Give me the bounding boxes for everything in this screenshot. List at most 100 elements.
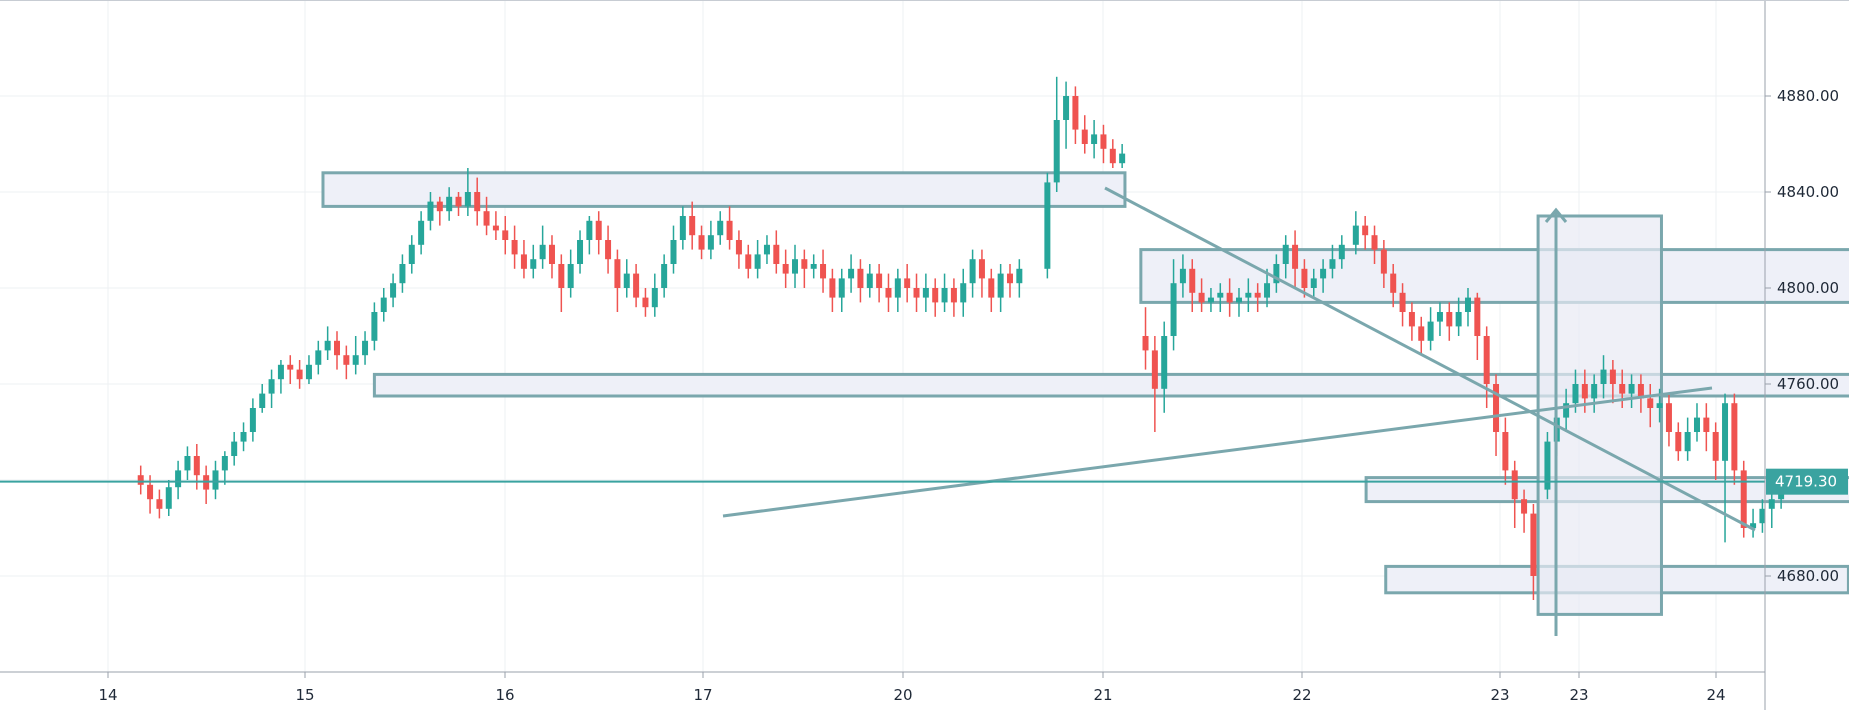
candle-body	[427, 201, 434, 221]
candle-body	[1207, 297, 1214, 303]
last-price-label: 4719.30	[1775, 473, 1837, 491]
candle-body	[950, 288, 957, 303]
candle-body	[1637, 384, 1644, 399]
candle-body	[717, 220, 724, 236]
x-tick-label: 20	[893, 686, 912, 704]
candle-body	[315, 350, 322, 365]
candle-body	[1109, 148, 1116, 164]
candle-body	[1352, 225, 1359, 245]
candle-body	[1572, 384, 1579, 404]
candle-body	[1329, 259, 1336, 269]
candle-body	[997, 273, 1004, 298]
candle-body	[1119, 153, 1126, 164]
candle-body	[1768, 499, 1775, 509]
candle-body	[352, 355, 359, 365]
y-tick-label: 4800.00	[1777, 279, 1839, 297]
candle-body	[1684, 432, 1691, 452]
candle-body	[1408, 312, 1415, 327]
candle-body	[212, 470, 219, 490]
candle-body	[1245, 292, 1252, 298]
candle-body	[623, 273, 630, 288]
candle-body	[1338, 244, 1345, 260]
candle-body	[801, 259, 808, 269]
candle-body	[221, 456, 228, 471]
candle-body	[418, 220, 425, 245]
candle-body	[838, 278, 845, 298]
candle-body	[698, 235, 705, 250]
candle-body	[1091, 134, 1098, 144]
candle-body	[1063, 96, 1070, 120]
y-tick-label: 4880.00	[1777, 87, 1839, 105]
candle-body	[904, 278, 911, 288]
candle-body	[492, 225, 499, 231]
candle-body	[1591, 384, 1598, 399]
candle-body	[1446, 312, 1453, 327]
candle-body	[707, 235, 714, 250]
candle-body	[324, 340, 331, 351]
descending-trendline	[1104, 186, 1756, 532]
candle-body	[1759, 508, 1766, 524]
candle-body	[614, 259, 621, 288]
candle-body	[1198, 292, 1205, 303]
candle-body	[1273, 264, 1280, 284]
candle-body	[1493, 384, 1500, 432]
candle-body	[857, 268, 864, 288]
candle-body	[408, 244, 415, 264]
candle-body	[1380, 249, 1387, 274]
candle-body	[1282, 244, 1289, 264]
candle-body	[277, 364, 284, 380]
candle-body	[1455, 312, 1462, 327]
candle-body	[1161, 336, 1168, 389]
candle-body	[1502, 432, 1509, 471]
candle-body	[763, 244, 770, 255]
candle-body	[1647, 398, 1654, 408]
candle-body	[810, 264, 817, 269]
candle-body	[530, 259, 537, 269]
candle-body	[679, 216, 686, 240]
candle-body	[773, 244, 780, 264]
candle-body	[287, 364, 294, 370]
candle-body	[1310, 278, 1317, 288]
candle-body	[137, 475, 144, 485]
candle-body	[1151, 350, 1158, 389]
candle-body	[1418, 326, 1425, 341]
x-tick-label: 14	[98, 686, 117, 704]
candle-body	[156, 499, 163, 509]
y-tick-label: 4760.00	[1777, 375, 1839, 393]
candle-body	[1731, 403, 1738, 471]
candle-body	[165, 487, 172, 509]
candle-body	[175, 470, 182, 488]
candle-body	[1464, 297, 1471, 312]
candle-body	[1619, 384, 1626, 394]
candle-body	[464, 192, 471, 207]
candle-body	[1665, 403, 1672, 432]
x-tick-label: 22	[1292, 686, 1311, 704]
candle-body	[1427, 321, 1434, 341]
candle-body	[1006, 273, 1013, 284]
candle-body	[362, 340, 369, 356]
candle-body	[829, 278, 836, 298]
candle-body	[577, 240, 584, 264]
x-tick-label: 24	[1706, 686, 1725, 704]
candle-body	[894, 278, 901, 298]
candle-body	[567, 264, 574, 288]
candle-body	[1301, 268, 1308, 288]
candle-body	[1371, 235, 1378, 250]
candle-body	[483, 211, 490, 226]
candle-body	[1235, 297, 1242, 303]
candle-body	[334, 340, 341, 356]
candle-body	[913, 288, 920, 298]
candle-body	[1693, 417, 1700, 432]
candle-body	[455, 196, 462, 207]
candle-body	[539, 244, 546, 260]
candle-body	[240, 432, 247, 442]
candle-body	[502, 230, 509, 240]
candle-body	[548, 244, 555, 264]
candle-body	[1600, 369, 1607, 384]
candle-body	[735, 240, 742, 255]
candle-body	[1511, 470, 1518, 500]
x-tick-label: 21	[1093, 686, 1112, 704]
candle-body	[1628, 384, 1635, 394]
